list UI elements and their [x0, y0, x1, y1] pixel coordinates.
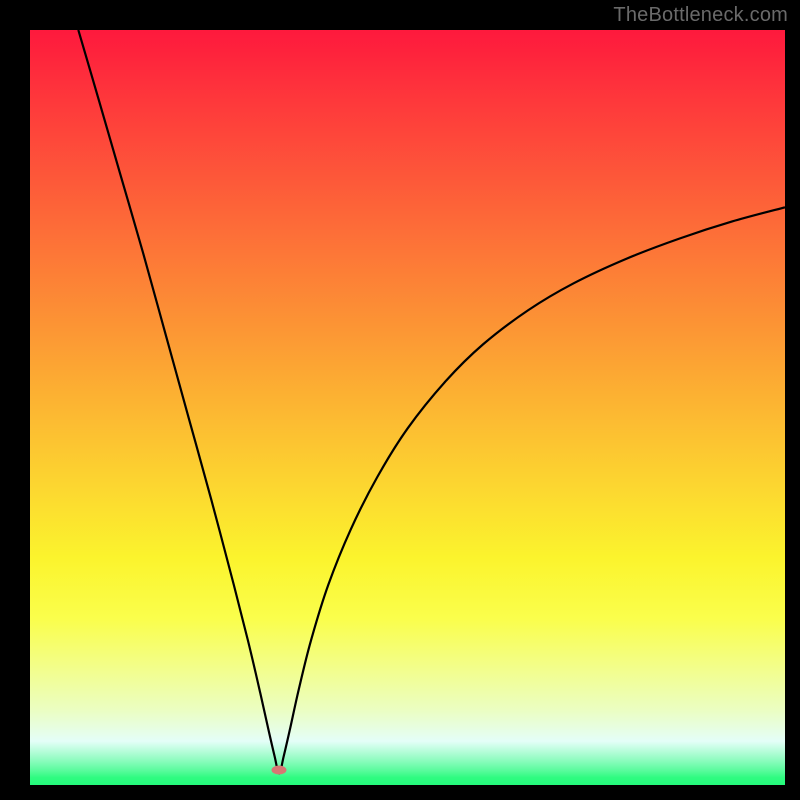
optimal-point-marker	[272, 765, 287, 774]
watermark-text: TheBottleneck.com	[613, 4, 788, 27]
bottleneck-curve	[30, 30, 785, 775]
plot-area	[30, 30, 785, 775]
